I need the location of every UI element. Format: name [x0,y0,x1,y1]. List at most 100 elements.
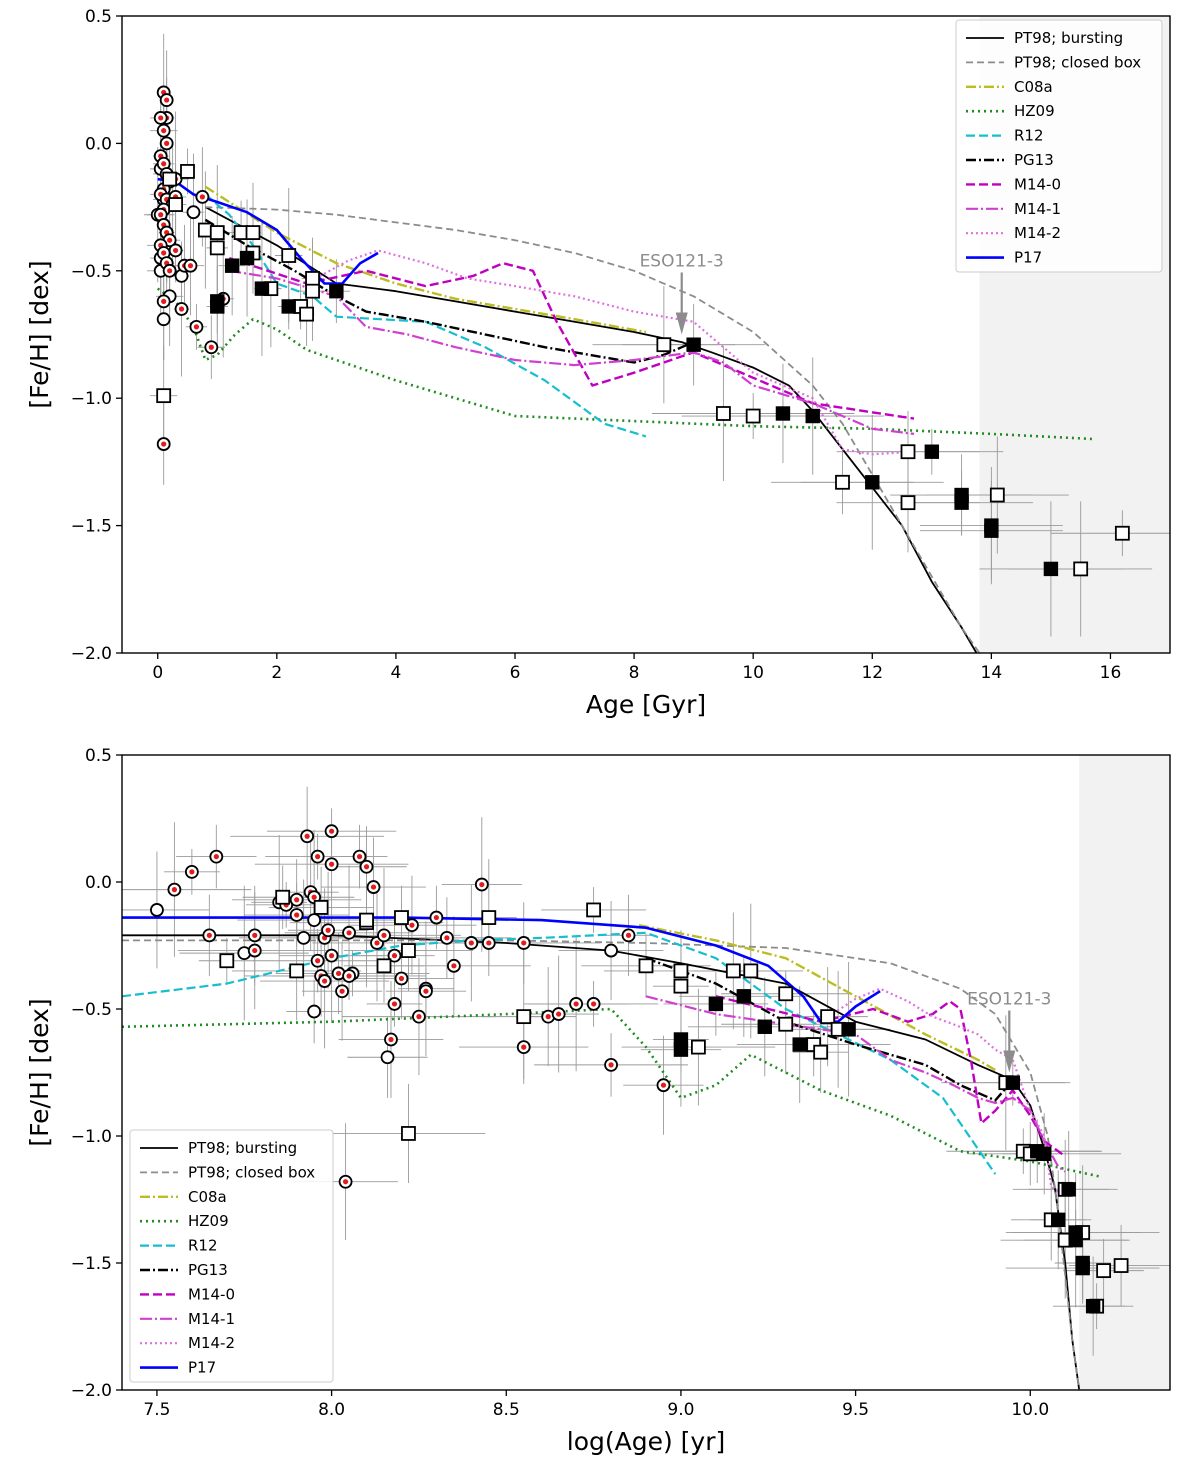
top-open-square-point [156,388,172,404]
top-open-square-point [1073,561,1089,577]
bottom-red-dot-center [335,970,342,977]
bottom-red-dot-center [374,940,380,946]
bottom-red-dot-center [608,1062,614,1068]
bottom-red-dot-center [479,881,485,888]
top-x-tick-label: 4 [390,663,401,683]
bottom-red-dot-center [325,927,331,933]
bottom-open-square-point [401,1126,416,1141]
bottom-open-square-point [673,978,689,994]
top-y-tick-label: −1.5 [71,517,112,537]
top-line-pt98-closed-box [205,206,981,654]
top-y-tick-label: −2.0 [71,644,112,664]
top-x-tick-label: 16 [1100,663,1122,683]
top-filled-square-point [210,299,225,314]
bottom-red-dot-center [391,1001,398,1007]
top-red-dot-center [167,268,173,274]
top-legend-box [955,19,1163,273]
top-model-lines [156,177,1093,654]
bottom-y-tick-label: 0.5 [85,746,112,766]
top-x-tick-label: 0 [152,663,163,683]
top-red-dot-center [158,212,164,218]
bottom-x-tick-label: 9.5 [842,1400,869,1420]
bottom-red-dot-center [171,887,177,893]
bottom-annotation: ESO121-3 [967,990,1051,1073]
bottom-red-dot-center [416,1014,422,1020]
bottom-red-dot-center [381,932,387,938]
top-x-tick-label: 6 [510,663,521,683]
bottom-red-dot-center [444,935,450,941]
top-red-dot-center [161,250,167,256]
bottom-red-dot-center [252,947,258,954]
bottom-panel: ESO121-3 7.5 8.0 8.5 9.0 9.5 10.0 0.5 0.0 −0.5 −… [25,746,1171,1456]
top-open-square-point [716,406,731,421]
bottom-open-circle-point [307,913,322,927]
bottom-open-circle-point [307,1004,322,1019]
top-filled-square-point [254,281,270,296]
bottom-red-dot-center [311,894,317,900]
bottom-open-square-point [394,910,409,925]
top-open-square-point [209,240,225,256]
bottom-red-dot-center [356,854,363,860]
top-data-points [150,85,1130,577]
top-legend-label-pt98-bursting: PT98; bursting [1014,29,1123,47]
bottom-open-square-point [359,912,374,928]
top-eso121-3-label: ESO121-3 [640,252,724,272]
bottom-open-square-point [481,910,497,925]
bottom-red-dot-center [213,854,219,860]
bottom-red-dot-center [346,973,352,979]
bottom-line-m14-0 [715,995,1066,1158]
bottom-x-tick-label: 9.0 [667,1400,694,1420]
top-legend-label-r12: R12 [1014,127,1044,145]
top-filled-square-point [239,250,255,266]
bottom-y-tick-label: −2.0 [71,1381,112,1401]
bottom-x-ticks: 7.5 8.0 8.5 9.0 9.5 10.0 [143,1390,1049,1420]
bottom-legend-label-m14-1: M14-1 [188,1310,235,1328]
top-x-tick-label: 14 [981,663,1003,683]
bottom-open-square-point [586,902,601,918]
bottom-open-circle-point [604,943,618,958]
bottom-red-dot-center [315,958,321,964]
top-filled-square-point [1043,561,1059,577]
top-open-square-point [305,283,320,299]
bottom-red-dot-center [591,1001,597,1007]
bottom-x-tick-label: 8.5 [493,1400,520,1420]
bottom-legend-box [129,1129,334,1383]
bottom-open-square-point [743,963,759,979]
bottom-red-dot-center [423,988,429,994]
bottom-x-axis-label: log(Age) [yr] [567,1427,726,1456]
bottom-legend-label-p17: P17 [188,1359,216,1377]
bottom-open-circle-point [380,1050,395,1065]
top-line-m14-1 [229,269,915,435]
bottom-red-dot-center [433,914,439,921]
bottom-red-dot-center [556,1011,562,1017]
bottom-y-tick-label: 0.0 [85,873,112,893]
bottom-legend: PT98; bursting PT98; closed box C08a HZ09 R1… [129,1129,334,1383]
bottom-x-tick-label: 8.0 [318,1400,345,1420]
bottom-open-square-point [725,963,741,979]
bottom-red-dot-center [391,953,398,959]
top-x-ticks: 0 2 4 6 8 10 12 14 16 [152,653,1121,683]
top-y-ticks: 0.5 0.0 −0.5 −1.0 −1.5 −2.0 [71,7,122,664]
top-open-circle-point [186,205,201,220]
top-open-square-point [1114,525,1130,541]
top-red-dot-center [158,115,164,121]
bottom-legend-label-m14-2: M14-2 [188,1334,235,1352]
top-open-square-point [299,306,314,322]
top-line-m14-2 [306,249,915,456]
bottom-x-tick-label: 7.5 [143,1400,170,1420]
top-line-pg13 [204,218,695,364]
bottom-filled-square-point [1061,1182,1076,1197]
bottom-open-square-point [638,958,654,974]
bottom-red-dot-center [329,828,335,834]
top-filled-square-point [805,408,820,424]
top-open-circle-point [156,312,171,327]
bottom-filled-square-point [1051,1212,1066,1228]
top-red-dot-center [164,140,170,146]
top-legend-label-m14-0: M14-0 [1014,175,1061,193]
top-open-square-point [745,408,761,424]
top-filled-square-point [775,406,791,421]
bottom-open-circle-point [296,930,311,945]
bottom-open-square-point [1113,1258,1129,1273]
bottom-red-dot-center [573,1001,579,1007]
